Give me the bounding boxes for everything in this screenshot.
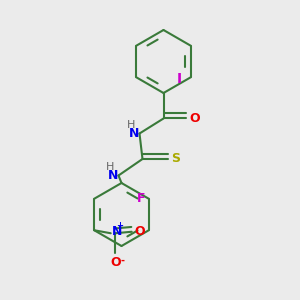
Text: I: I	[177, 72, 182, 86]
Text: N: N	[129, 127, 139, 140]
Text: H: H	[127, 121, 135, 130]
Text: N: N	[112, 225, 123, 238]
Text: O: O	[190, 112, 200, 125]
Text: O: O	[135, 225, 145, 238]
Text: -: -	[121, 256, 124, 266]
Text: H: H	[106, 163, 114, 172]
Text: S: S	[172, 152, 181, 166]
Text: F: F	[137, 192, 145, 205]
Text: +: +	[116, 220, 123, 230]
Text: O: O	[110, 256, 121, 269]
Text: N: N	[108, 169, 118, 182]
